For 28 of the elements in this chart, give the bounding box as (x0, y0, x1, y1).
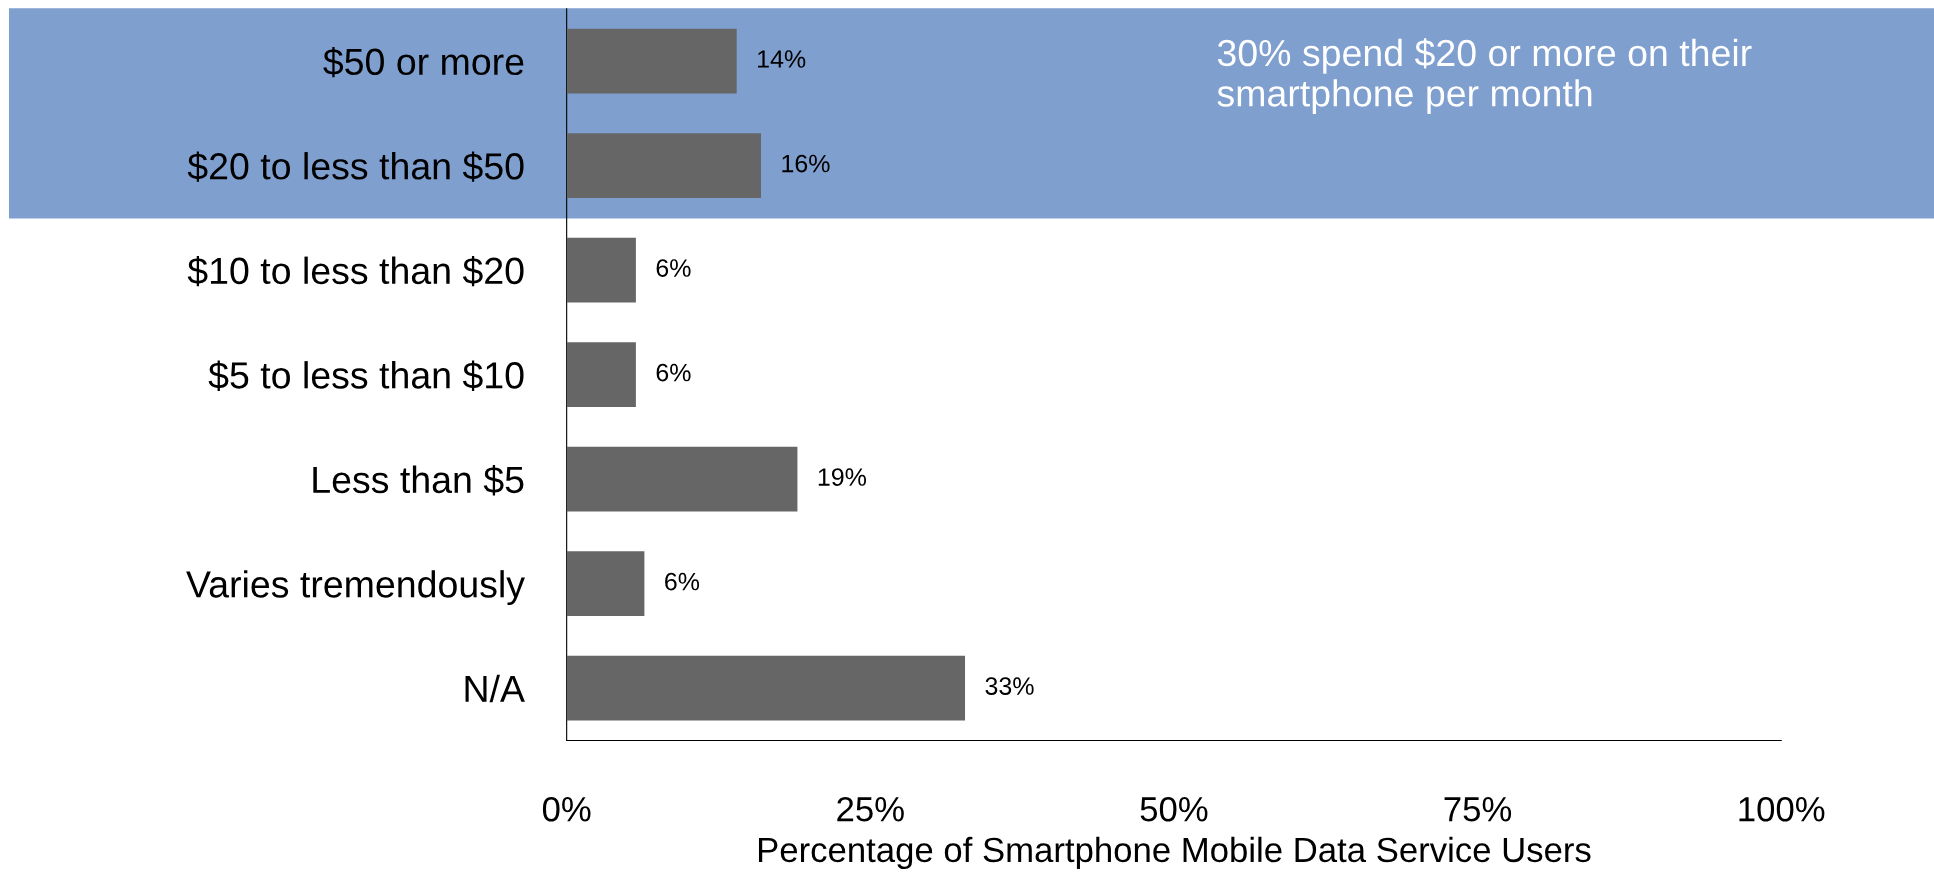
data-label: 6% (656, 363, 691, 382)
x-tick-label: 100% (1739, 796, 1825, 822)
x-axis-title: Percentage of Smartphone Mobile Data Service Users (758, 836, 1591, 870)
y-tick-label: $50 or more (323, 46, 524, 78)
x-tick-label: 0% (542, 796, 591, 822)
bar (566, 446, 798, 512)
bar (566, 551, 645, 617)
annotation: 30% spend $20 or more on their smartphone per month (1217, 38, 1752, 115)
bar (566, 28, 737, 94)
y-tick-label: $10 to less than $20 (187, 256, 524, 287)
data-label: 14% (758, 50, 806, 68)
data-label: 33% (985, 677, 1034, 695)
x-tick-label: 75% (1444, 797, 1512, 822)
bar (566, 655, 966, 721)
data-label: 19% (818, 468, 867, 486)
y-tick-label: N/A (465, 674, 525, 703)
bar (566, 342, 636, 408)
y-tick-label: Varies tremendously (186, 570, 525, 606)
y-tick-label: $5 to less than $10 (208, 360, 524, 391)
y-tick-label: Less than $5 (313, 465, 524, 496)
x-tick-label: 50% (1140, 796, 1208, 822)
data-label: 6% (656, 259, 691, 277)
bar (566, 133, 761, 199)
x-tick-label: 25% (837, 796, 904, 822)
bar (566, 237, 636, 303)
data-label: 6% (665, 572, 700, 591)
y-tick-label: $20 to less than $50 (187, 151, 524, 182)
data-label: 16% (782, 154, 830, 173)
